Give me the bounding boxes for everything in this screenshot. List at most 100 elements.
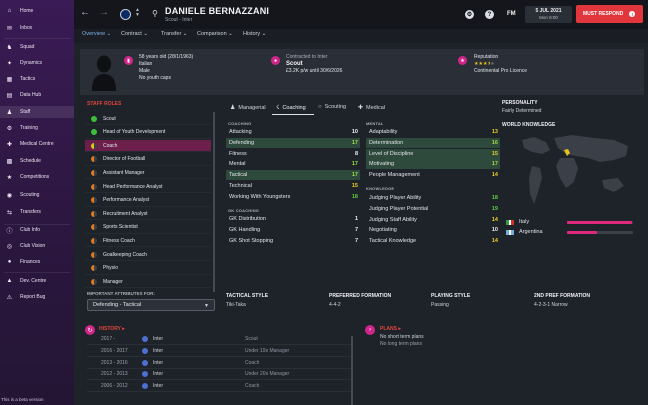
attribute-row[interactable]: People Management 14 (366, 170, 500, 180)
tab-comparison[interactable]: Comparison ⌄ (197, 31, 233, 37)
sidebar-item-staff[interactable]: ♟ Staff (0, 106, 74, 118)
sidebar-item-training[interactable]: ⚙ Training (0, 122, 74, 134)
player-subtitle[interactable]: Scout - Inter (165, 17, 193, 23)
must-respond-button[interactable]: MUST RESPOND ! (576, 5, 643, 23)
attribute-row[interactable]: GK Distribution 1 (226, 214, 360, 224)
history-years: 2017 - (101, 336, 116, 342)
attribute-row[interactable]: Defending 17 (226, 137, 360, 148)
attribute-row[interactable]: Fitness 8 (226, 149, 360, 159)
attribute-row[interactable]: Adaptability 13 (366, 127, 500, 137)
staff-role-row[interactable]: Coach (85, 140, 211, 153)
sidebar-item-scouting[interactable]: ◉ Scouting (0, 189, 74, 201)
attribute-row[interactable]: GK Handling 7 (226, 225, 360, 235)
club-badge-icon[interactable] (120, 9, 131, 20)
important-attributes-select[interactable]: Defending - Tactical ▼ (87, 299, 215, 311)
attribute-row[interactable]: Judging Player Potential 19 (366, 204, 500, 214)
staff-role-row[interactable]: Assistant Manager (85, 167, 211, 180)
attribute-row[interactable]: Tactical 17 (226, 170, 360, 181)
sidebar-item-club-info[interactable]: ⓘ Club Info (0, 224, 74, 236)
staff-role-row[interactable]: Physio (85, 263, 211, 275)
tab-history[interactable]: History ⌄ (243, 31, 267, 37)
attribute-row[interactable]: Attacking 10 (226, 127, 360, 137)
staff-role-label: Coach (103, 142, 118, 149)
fm-logo[interactable]: FM (507, 11, 516, 17)
tab-managerial[interactable]: ♟ Managerial (230, 104, 266, 112)
sidebar-item-dynamics[interactable]: ✦ Dynamics (0, 57, 74, 69)
history-row[interactable]: 2016 - 2017 Inter Under 19s Manager (87, 346, 353, 357)
staff-role-row[interactable]: Manager (85, 276, 211, 289)
history-scrollbar[interactable] (351, 336, 353, 405)
attribute-row[interactable]: Mental 17 (226, 159, 360, 169)
attribute-row[interactable]: Judging Player Ability 18 (366, 193, 500, 203)
history-heading[interactable]: HISTORY ▸ (99, 326, 125, 332)
attribute-row[interactable]: Negotiating 10 (366, 225, 500, 235)
sidebar-item-home[interactable]: ⌂ Home (0, 5, 74, 17)
schedule-icon: ▩ (6, 158, 13, 165)
history-row[interactable]: 2017 - Inter Scout (87, 334, 353, 345)
second-formation-heading: 2ND PREF FORMATION (534, 293, 591, 299)
history-icon[interactable]: ↻ (85, 325, 95, 335)
attribute-row[interactable]: Determination 16 (366, 137, 500, 148)
help-icon[interactable]: ? (485, 10, 494, 19)
contracted-label[interactable]: Contracted to Inter (286, 54, 328, 60)
staff-role-row[interactable]: Scout (85, 113, 211, 125)
sidebar-item-inbox[interactable]: ✉ Inbox (0, 22, 74, 34)
plans-arrow-icon[interactable]: › (365, 325, 375, 335)
tab-transfer[interactable]: Transfer ⌄ (161, 31, 188, 37)
staff-role-label: Recruitment Analyst (103, 210, 148, 217)
sidebar-item-finances[interactable]: ● Finances (0, 256, 74, 268)
attribute-row[interactable]: Level of Discipline 15 (366, 148, 500, 159)
history-row[interactable]: 2006 - 2012 Inter Coach (87, 381, 353, 393)
world-map[interactable] (502, 132, 636, 212)
tab-overview[interactable]: Overview ⌄ (82, 31, 112, 37)
sidebar-item-data-hub[interactable]: ▤ Data Hub (0, 89, 74, 101)
sidebar-item-competitions[interactable]: ★ Competitions (0, 171, 74, 183)
attribute-row[interactable]: Judging Staff Ability 14 (366, 215, 500, 225)
sidebar-item-medical-centre[interactable]: ✚ Medical Centre (0, 138, 74, 150)
sub-navigation: Overview ⌄ Contract ⌄ Transfer ⌄ Compari… (74, 29, 648, 43)
tab-contract[interactable]: Contract ⌄ (121, 31, 148, 37)
nationality-text[interactable]: Italian (139, 61, 153, 67)
country-knowledge-row[interactable]: Argentina (506, 228, 543, 236)
sidebar-item-club-vision[interactable]: ◎ Club Vision (0, 240, 74, 252)
sidebar-item-squad[interactable]: ♞ Squad (0, 41, 74, 53)
staff-role-row[interactable]: Recruitment Analyst (85, 208, 211, 221)
roles-scrollbar[interactable] (213, 112, 215, 292)
sidebar-item-report-bug[interactable]: ⚠ Report Bug (0, 291, 74, 303)
attribute-row[interactable]: Technical 15 (226, 181, 360, 191)
tactics-board-icon[interactable]: ⚙ (465, 10, 474, 19)
attribute-row[interactable]: GK Shot Stopping 7 (226, 236, 360, 246)
attribute-name: Level of Discipline (369, 150, 414, 157)
attribute-name: Attacking (229, 129, 252, 135)
back-arrow-icon[interactable]: ← (80, 7, 90, 18)
staff-role-row[interactable]: Sports Scientist (85, 222, 211, 234)
sidebar-item-dev-centre[interactable]: ▲ Dev. Centre (0, 275, 74, 287)
sidebar-item-transfers[interactable]: ⇆ Transfers (0, 206, 74, 218)
knowledge-heading: KNOWLEDGE (366, 186, 395, 191)
tab-coaching[interactable]: ☇ Coaching (276, 104, 306, 112)
personality-heading: PERSONALITY (502, 100, 538, 106)
history-row[interactable]: 2013 - 2016 Inter Coach (87, 358, 353, 369)
chevron-updown-icon[interactable]: ▲ ▼ (135, 7, 140, 18)
attribute-row[interactable]: Motivating 17 (366, 159, 500, 170)
tab-scouting[interactable]: ○ Scouting (318, 104, 347, 110)
country-knowledge-row[interactable]: Italy (506, 218, 529, 226)
staff-role-row[interactable]: Director of Football (85, 154, 211, 166)
sidebar-item-tactics[interactable]: ▦ Tactics (0, 73, 74, 85)
world-knowledge-heading: WORLD KNOWLEDGE (502, 122, 556, 128)
staff-role-row[interactable]: Head Performance Analyst (85, 181, 211, 193)
staff-role-row[interactable]: Fitness Coach (85, 235, 211, 248)
sidebar-item-label: Training (20, 125, 38, 131)
date-box[interactable]: 5 JUL 2021 Mon 8:00 (525, 6, 572, 23)
forward-arrow-icon[interactable]: → (99, 7, 109, 18)
attribute-row[interactable]: Tactical Knowledge 14 (366, 236, 500, 246)
plans-heading[interactable]: PLANS ▸ (380, 326, 401, 332)
tab-medical[interactable]: ✚ Medical (358, 104, 385, 112)
attribute-row[interactable]: Working With Youngsters 18 (226, 192, 360, 202)
staff-role-row[interactable]: Goalkeeping Coach (85, 249, 211, 261)
history-row[interactable]: 2012 - 2013 Inter Under 20s Manager (87, 369, 353, 381)
staff-role-row[interactable]: Performance Analyst (85, 195, 211, 207)
staff-role-row[interactable]: Head of Youth Development (85, 127, 211, 139)
search-icon[interactable]: ⚲ (152, 9, 158, 18)
sidebar-item-schedule[interactable]: ▩ Schedule (0, 155, 74, 167)
